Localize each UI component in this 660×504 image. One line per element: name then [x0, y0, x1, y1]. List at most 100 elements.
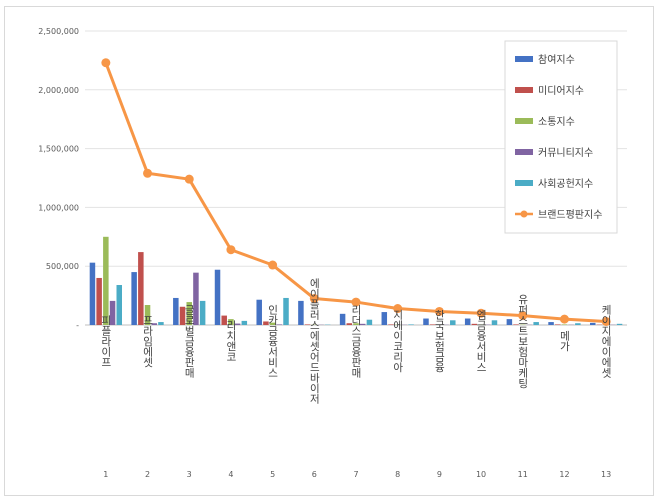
category-label: 리더스금융판매	[350, 304, 362, 378]
brand-index-point	[393, 304, 403, 314]
bar-사회공헌지수	[366, 319, 373, 325]
bar-참여지수	[506, 319, 513, 325]
category-index: 2	[145, 470, 150, 479]
bar-커뮤니티지수	[359, 323, 366, 325]
legend-swatch	[515, 56, 533, 62]
bar-사회공헌지수	[408, 324, 414, 325]
bar-사회공헌지수	[283, 297, 289, 325]
legend-label: 브랜드평판지수	[538, 209, 602, 221]
x-axis: 피플라이프 1 프라임에셋 2 글로벌금융판매 3 리치앤코 4 인카금융서비스 5 에이플러스에셋…	[100, 278, 612, 479]
category-label: 케이지에이에셋	[600, 304, 612, 378]
category-label: 글로벌금융판매	[183, 304, 195, 378]
y-tick-label: 1,000,000	[38, 203, 79, 212]
legend-label: 소통지수	[538, 116, 575, 128]
category-label: 한국보험금융	[433, 310, 445, 373]
brand-index-point	[143, 168, 153, 178]
brand-index-line	[101, 58, 611, 326]
bar-사회공헌지수	[533, 322, 539, 325]
legend-swatch	[515, 149, 533, 155]
bar-사회공헌지수	[616, 323, 623, 325]
brand-index-point	[351, 297, 361, 307]
brand-index-point	[601, 316, 611, 326]
category-label: 인카금융서비스	[267, 304, 279, 378]
bar-참여지수	[131, 272, 137, 325]
y-tick-label: -	[76, 321, 79, 330]
bar-미디어지수	[388, 324, 394, 325]
category-label: 지에이코리아	[392, 310, 404, 374]
legend-label: 미디어지수	[538, 85, 584, 97]
bar-사회공헌지수	[116, 285, 122, 325]
bar-미디어지수	[513, 324, 519, 325]
bar-참여지수	[214, 269, 221, 325]
bar-사회공헌지수	[199, 300, 206, 325]
brand-index-point	[268, 260, 278, 270]
bar-참여지수	[339, 313, 346, 325]
category-label: 프라임에셋	[142, 315, 154, 368]
category-label: 에이플러스에셋어드바이저	[308, 278, 320, 405]
category-index: 4	[228, 470, 233, 479]
category-index: 6	[312, 470, 317, 479]
category-index: 11	[518, 470, 528, 479]
category-index: 13	[601, 470, 611, 479]
bar-커뮤니티지수	[193, 272, 199, 325]
bar-참여지수	[548, 322, 554, 325]
category-index: 10	[476, 470, 486, 479]
bar-미디어지수	[429, 324, 436, 325]
brand-index-point	[559, 314, 569, 324]
bar-참여지수	[423, 318, 429, 325]
bar-소통지수	[478, 324, 484, 325]
bar-미디어지수	[346, 323, 353, 325]
bar-미디어지수	[304, 324, 311, 325]
bar-소통지수	[228, 319, 234, 325]
bar-미디어지수	[138, 252, 144, 325]
bar-사회공헌지수	[491, 320, 498, 325]
bar-미디어지수	[221, 315, 227, 325]
category-index: 8	[395, 470, 400, 479]
bar-커뮤니티지수	[151, 323, 157, 325]
legend-label: 참여지수	[538, 54, 575, 66]
bar-marks	[89, 236, 623, 325]
bar-커뮤니티지수	[234, 323, 241, 325]
category-index: 12	[559, 470, 569, 479]
brand-index-point	[101, 58, 111, 68]
legend-swatch	[515, 180, 533, 186]
bar-참여지수	[89, 262, 96, 325]
bar-참여지수	[381, 312, 388, 325]
category-index: 1	[103, 470, 108, 479]
category-index: 3	[187, 470, 192, 479]
legend-marker	[520, 210, 528, 218]
y-tick-label: 2,500,000	[38, 27, 79, 36]
bar-미디어지수	[179, 306, 186, 325]
bar-사회공헌지수	[575, 323, 581, 325]
brand-index-point	[518, 311, 528, 321]
category-index: 9	[437, 470, 442, 479]
bar-사회공헌지수	[241, 320, 248, 325]
bar-소통지수	[103, 236, 109, 325]
y-tick-label: 2,000,000	[38, 86, 79, 95]
bar-소통지수	[186, 302, 192, 325]
bar-참여지수	[256, 299, 262, 325]
bar-소통지수	[269, 322, 276, 325]
category-label: 리치앤코	[225, 320, 237, 362]
bar-참여지수	[173, 297, 179, 325]
bar-소통지수	[144, 305, 151, 325]
bar-커뮤니티지수	[109, 300, 116, 325]
category-label: 유퍼스트보험마케팅	[517, 294, 529, 389]
bar-참여지수	[298, 300, 304, 325]
bar-커뮤니티지수	[276, 324, 283, 325]
brand-index-point	[309, 294, 319, 304]
legend-swatch	[515, 87, 533, 93]
bar-참여지수	[590, 322, 596, 325]
chart-frame: - 500,000 1,000,000 1,500,000 2,000,000 2,500…	[4, 6, 654, 496]
bar-소통지수	[561, 324, 568, 325]
category-label: 피플라이프	[100, 315, 112, 368]
y-tick-label: 1,500,000	[38, 145, 79, 154]
y-tick-label: 500,000	[46, 262, 79, 271]
bar-사회공헌지수	[450, 320, 456, 325]
brand-index-point	[434, 306, 444, 316]
bar-사회공헌지수	[158, 322, 164, 325]
bar-참여지수	[464, 318, 471, 325]
legend-label: 사회공헌지수	[538, 178, 593, 190]
chart: - 500,000 1,000,000 1,500,000 2,000,000 2,500…	[38, 27, 627, 479]
